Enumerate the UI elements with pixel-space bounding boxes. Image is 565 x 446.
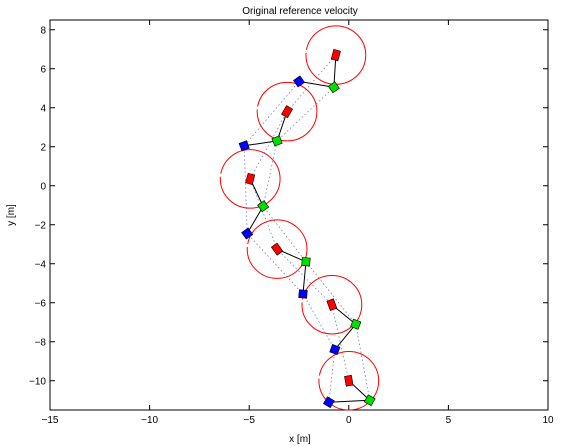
x-tick-label-3: 0 bbox=[346, 415, 352, 426]
y-tick-label-0: −10 bbox=[29, 376, 46, 387]
green-block-1 bbox=[350, 318, 362, 330]
x-tick-label-0: −15 bbox=[42, 415, 59, 426]
y-axis-label: y [m] bbox=[6, 204, 17, 226]
blue-block-4 bbox=[238, 140, 250, 152]
y-tick-label-8: 6 bbox=[40, 64, 46, 75]
trajectory-blue bbox=[243, 81, 336, 403]
red-block-0 bbox=[344, 374, 354, 387]
reach-circle-2 bbox=[246, 219, 308, 279]
y-tick-label-6: 2 bbox=[40, 142, 46, 153]
red-block-4 bbox=[281, 105, 293, 119]
y-tick-label-7: 4 bbox=[40, 103, 46, 114]
green-block-4 bbox=[271, 135, 283, 147]
reach-circle-3 bbox=[219, 149, 281, 209]
green-block-5 bbox=[327, 81, 340, 94]
red-block-5 bbox=[330, 48, 341, 62]
x-axis-ticks: −15 −10 −5 0 5 10 bbox=[42, 20, 554, 426]
reach-circle-1 bbox=[301, 274, 363, 335]
y-tick-label-4: −2 bbox=[35, 220, 47, 231]
blue-block-1 bbox=[329, 344, 341, 356]
y-tick-label-1: −8 bbox=[35, 337, 47, 348]
trajectory-center bbox=[249, 54, 350, 381]
red-block-2 bbox=[270, 242, 284, 256]
red-block-3 bbox=[245, 172, 256, 186]
y-tick-label-9: 8 bbox=[40, 25, 46, 36]
trajectory-lines bbox=[243, 54, 371, 403]
green-block-2 bbox=[301, 257, 311, 267]
y-tick-label-3: −4 bbox=[35, 259, 47, 270]
red-block-1 bbox=[326, 298, 338, 311]
y-tick-label-5: 0 bbox=[40, 181, 46, 192]
x-tick-label-2: −5 bbox=[243, 415, 255, 426]
blue-block-0 bbox=[323, 396, 335, 409]
link-blue-green-2 bbox=[302, 261, 307, 295]
reach-circle-4 bbox=[256, 81, 318, 142]
link-blue-green-3 bbox=[246, 205, 264, 234]
x-tick-label-5: 10 bbox=[542, 415, 554, 426]
blue-block-5 bbox=[293, 75, 305, 88]
trajectory-green bbox=[262, 86, 371, 401]
robot-blocks bbox=[238, 48, 376, 409]
link-blue-green-4 bbox=[244, 140, 278, 147]
reach-circles bbox=[219, 25, 380, 411]
blue-block-2 bbox=[298, 289, 308, 299]
green-block-0 bbox=[363, 394, 376, 407]
green-block-3 bbox=[257, 200, 270, 213]
y-axis-ticks: −10 −8 −6 −4 −2 0 2 4 6 8 bbox=[29, 25, 548, 387]
blue-block-3 bbox=[241, 227, 254, 240]
x-tick-label-4: 5 bbox=[446, 415, 452, 426]
link-blue-green-1 bbox=[334, 323, 357, 350]
x-axis-label: x [m] bbox=[289, 434, 311, 445]
y-tick-label-2: −6 bbox=[35, 298, 47, 309]
chart-title: Original reference velocity bbox=[242, 6, 358, 17]
link-blue-green-0 bbox=[328, 399, 370, 403]
x-tick-label-1: −10 bbox=[141, 415, 158, 426]
